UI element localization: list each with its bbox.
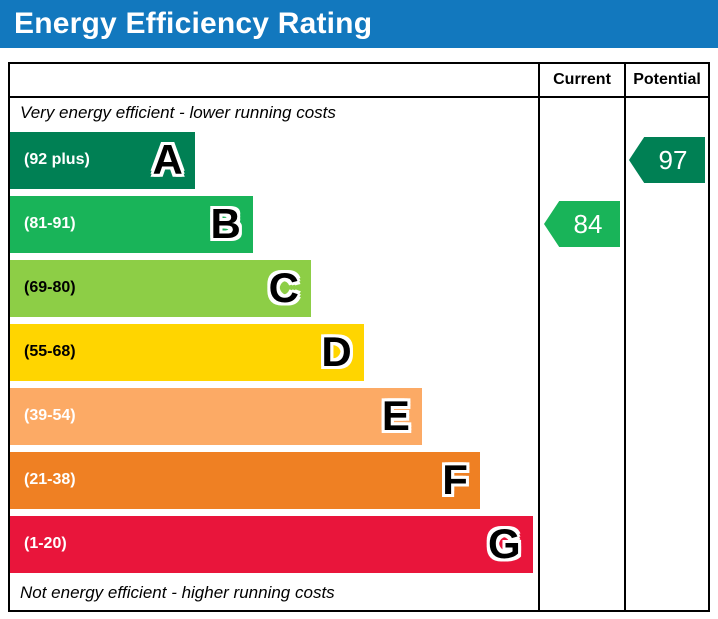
energy-rating-chart: Current Potential Very energy efficient … [8, 62, 710, 612]
potential-column-header: Potential [633, 71, 701, 88]
band-bar: (92 plus) A [10, 131, 195, 189]
band-range-label: (55-68) [24, 343, 76, 360]
bottom-note: Not energy efficient - higher running co… [20, 583, 335, 602]
band-row-d: (55-68) D [10, 320, 708, 384]
title-bar: Energy Efficiency Rating [0, 0, 718, 48]
band-bar: (1-20) G [10, 515, 533, 573]
band-row-g: (1-20) G [10, 512, 708, 576]
header-spacer [10, 64, 538, 96]
bottom-note-row: Not energy efficient - higher running co… [10, 576, 708, 610]
top-note-row: Very energy efficient - lower running co… [10, 98, 708, 128]
band-letter: F [442, 456, 468, 503]
band-letter: E [381, 392, 410, 439]
band-range-label: (81-91) [24, 215, 76, 232]
band-row-f: (21-38) F [10, 448, 708, 512]
column-header-row: Current Potential [10, 64, 708, 98]
band-row-b: (81-91) B 84 [10, 192, 708, 256]
band-range-label: (92 plus) [24, 151, 90, 168]
band-range-label: (1-20) [24, 535, 67, 552]
band-range-label: (39-54) [24, 407, 76, 424]
band-letter: D [321, 328, 352, 375]
band-range-label: (21-38) [24, 471, 76, 488]
band-row-e: (39-54) E [10, 384, 708, 448]
current-column-header: Current [553, 71, 611, 88]
band-bar: (21-38) F [10, 451, 480, 509]
band-letter: C [268, 264, 299, 311]
band-letter: G [488, 520, 521, 567]
band-row-c: (69-80) C [10, 256, 708, 320]
band-bar: (81-91) B [10, 195, 253, 253]
band-range-label: (69-80) [24, 279, 76, 296]
band-bar: (55-68) D [10, 323, 364, 381]
top-note: Very energy efficient - lower running co… [20, 103, 336, 122]
current-rating-arrow: 84 [544, 201, 620, 247]
page-title: Energy Efficiency Rating [14, 7, 373, 40]
band-row-a: (92 plus) A 97 [10, 128, 708, 192]
band-bar: (69-80) C [10, 259, 311, 317]
band-letter: B [210, 200, 241, 247]
band-letter: A [152, 136, 183, 183]
potential-rating-arrow: 97 [629, 137, 705, 183]
band-bar: (39-54) E [10, 387, 422, 445]
